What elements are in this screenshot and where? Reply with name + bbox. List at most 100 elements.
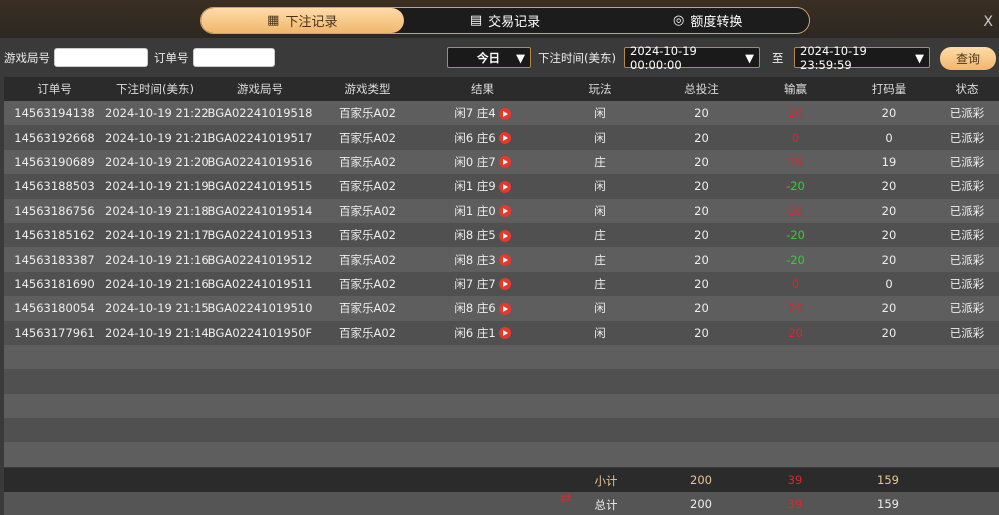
total-bet: 20 — [694, 228, 709, 243]
play-replay-icon[interactable] — [498, 229, 511, 242]
game-round: BGA0224101950F — [207, 325, 313, 340]
end-time-select[interactable]: 2024-10-19 23:59:59 ▼ — [794, 44, 930, 72]
bet-type-cell: 庄 — [545, 149, 655, 175]
table-row[interactable]: 14563192668 2024-10-19 21:21 BGA0224101951… — [4, 125, 999, 150]
win-loss: 0 — [791, 130, 800, 145]
turnover: 20 — [881, 179, 897, 194]
game-round: BGA02241019512 — [207, 252, 313, 267]
turnover-cell: 20 — [843, 174, 935, 199]
game-round-input[interactable] — [54, 48, 148, 67]
table-row[interactable]: 14563181690 2024-10-19 21:16 BGA0224101951… — [4, 271, 999, 297]
status: 已派彩 — [949, 130, 985, 145]
tab-credit-transfer[interactable]: ◎ 额度转换 — [673, 13, 743, 30]
game-type: 百家乐A02 — [339, 301, 396, 316]
play-replay-icon[interactable] — [498, 156, 511, 169]
table-row[interactable]: 14563188503 2024-10-19 21:19 BGA0224101951… — [4, 174, 999, 199]
result: 闲8 庄6 — [454, 301, 496, 316]
table-row[interactable]: 14563180054 2024-10-19 21:15 BGA0224101951… — [4, 296, 999, 321]
order-id-cell: 14563192668 — [4, 125, 105, 150]
bet-time-cell: 2024-10-19 21:19 — [105, 174, 209, 199]
subtotal-row: 小计 200 39 159 — [4, 468, 999, 492]
order-id: 14563183387 — [14, 252, 95, 267]
game-round: BGA02241019518 — [207, 106, 313, 121]
bet-time-cell: 2024-10-19 21:15 — [105, 296, 209, 321]
total-bet: 20 — [694, 252, 709, 267]
total-bet: 20 — [694, 154, 709, 169]
bet-type: 庄 — [594, 228, 606, 243]
play-replay-icon[interactable] — [498, 278, 511, 291]
total-bet-cell: 20 — [655, 320, 748, 345]
result: 闲0 庄7 — [454, 154, 496, 169]
order-id-cell: 14563190689 — [4, 149, 105, 175]
total-row: ⇄ 总计 200 39 159 — [4, 490, 999, 515]
result-cell: 闲7 庄7 — [420, 271, 545, 297]
play-replay-icon[interactable] — [498, 254, 511, 267]
close-button[interactable]: X — [983, 14, 993, 30]
play-replay-icon[interactable] — [498, 302, 511, 315]
game-round-cell: BGA02241019517 — [205, 125, 315, 150]
column-header: 结果 — [420, 77, 545, 101]
bet-type: 闲 — [594, 325, 606, 340]
table-row[interactable]: 14563185162 2024-10-19 21:17 BGA0224101951… — [4, 222, 999, 248]
turnover: 20 — [881, 325, 897, 340]
refresh-arrows-icon[interactable]: ⇄ — [560, 490, 572, 506]
order-input[interactable] — [193, 48, 275, 67]
column-header: 总投注 — [655, 77, 748, 101]
win-loss: -20 — [786, 252, 805, 267]
subtotal-label: 小计 — [594, 474, 618, 488]
table-row[interactable]: 14563186756 2024-10-19 21:18 BGA0224101951… — [4, 198, 999, 223]
dropdown-arrow-icon: ▼ — [516, 50, 525, 65]
tab-bet-records[interactable]: ▦ 下注记录 — [201, 8, 404, 33]
order-id: 14563186756 — [14, 203, 95, 218]
game-type-cell: 百家乐A02 — [315, 101, 420, 126]
turnover: 20 — [881, 301, 897, 316]
play-replay-icon[interactable] — [498, 107, 511, 120]
period-select[interactable]: 今日 ▼ — [447, 47, 531, 68]
game-round-cell: BGA02241019516 — [205, 149, 315, 175]
status-cell: 已派彩 — [935, 320, 999, 345]
order-id-cell: 14563186756 — [4, 198, 105, 223]
game-type-cell: 百家乐A02 — [315, 174, 420, 199]
order-label: 订单号 — [154, 51, 189, 65]
bet-time-cell: 2024-10-19 21:16 — [105, 271, 209, 297]
turnover-cell: 19 — [843, 149, 935, 175]
query-button[interactable]: 查询 — [940, 47, 996, 70]
order-id-cell: 14563180054 — [4, 296, 105, 321]
win-loss: 0 — [791, 276, 800, 291]
filter-bar: 游戏局号 订单号 今日 ▼ 下注时间(美东) 2024-10-19 00:00:0… — [0, 38, 999, 76]
play-replay-icon[interactable] — [498, 327, 511, 340]
bet-type: 闲 — [594, 301, 606, 316]
total-bet-cell: 20 — [655, 247, 748, 272]
table-row[interactable]: 14563177961 2024-10-19 21:14 BGA0224101950… — [4, 320, 999, 345]
win-loss-cell: 20 — [748, 101, 843, 126]
turnover: 0 — [885, 276, 893, 291]
status-cell: 已派彩 — [935, 174, 999, 199]
dropdown-arrow-icon: ▼ — [915, 50, 924, 65]
bet-time: 2024-10-19 21:22 — [105, 106, 209, 121]
win-loss: -20 — [786, 228, 805, 243]
order-id: 14563192668 — [14, 130, 95, 145]
win-loss-cell: 0 — [748, 125, 843, 150]
table-row[interactable]: 14563183387 2024-10-19 21:16 BGA0224101951… — [4, 247, 999, 272]
total-bet: 20 — [694, 106, 709, 121]
result-cell: 闲6 庄6 — [420, 125, 545, 150]
tab-transaction-records[interactable]: ▤ 交易记录 — [469, 13, 541, 30]
status-cell: 已派彩 — [935, 149, 999, 175]
game-round-cell: BGA02241019513 — [205, 222, 315, 248]
bet-time-cell: 2024-10-19 21:17 — [105, 222, 209, 248]
play-replay-icon[interactable] — [498, 180, 511, 193]
bet-time: 2024-10-19 21:16 — [105, 252, 209, 267]
status-cell: 已派彩 — [935, 296, 999, 321]
result: 闲8 庄5 — [454, 228, 496, 243]
clipboard-icon: ▤ — [469, 13, 483, 28]
calendar-icon: ▦ — [267, 13, 280, 28]
table-row[interactable]: 14563190689 2024-10-19 21:20 BGA0224101951… — [4, 149, 999, 175]
game-round-cell: BGA0224101950F — [205, 320, 315, 345]
total-bet-cell: 20 — [655, 125, 748, 150]
empty-row — [4, 393, 999, 419]
play-replay-icon[interactable] — [498, 205, 511, 218]
table-row[interactable]: 14563194138 2024-10-19 21:22 BGA0224101951… — [4, 101, 999, 126]
play-replay-icon[interactable] — [498, 132, 511, 145]
start-time-select[interactable]: 2024-10-19 00:00:00 ▼ — [624, 44, 760, 72]
status: 已派彩 — [949, 203, 985, 218]
